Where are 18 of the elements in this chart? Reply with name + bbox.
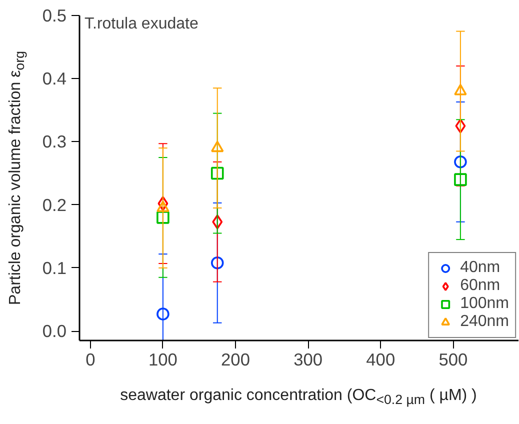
legend-label: 240nm	[460, 313, 509, 331]
legend-label: 40nm	[460, 259, 500, 277]
x-axis-title: seawater organic concentration (OC$_{<0.2 µm}$ ( µM) )	[120, 386, 477, 410]
x-tick-label: 0	[86, 350, 96, 370]
x-tick-label: 100	[148, 350, 178, 370]
legend-label: 100nm	[460, 295, 509, 313]
y-tick-label: 0.1	[42, 258, 67, 278]
x-tick-label: 200	[221, 350, 250, 370]
legend-label: 60nm	[460, 277, 500, 295]
y-tick-label: 0.2	[42, 194, 67, 215]
y-tick-label: 0.0	[42, 321, 67, 342]
y-tick-label: 0.3	[42, 132, 67, 152]
y-tick-label: 0.5	[42, 6, 67, 26]
x-tick-label: 400	[366, 350, 396, 370]
annotation: T.rotula exudate	[84, 16, 198, 32]
x-tick-label: 500	[438, 350, 468, 370]
y-tick-label: 0.4	[42, 68, 67, 89]
x-tick-label: 300	[294, 350, 323, 370]
